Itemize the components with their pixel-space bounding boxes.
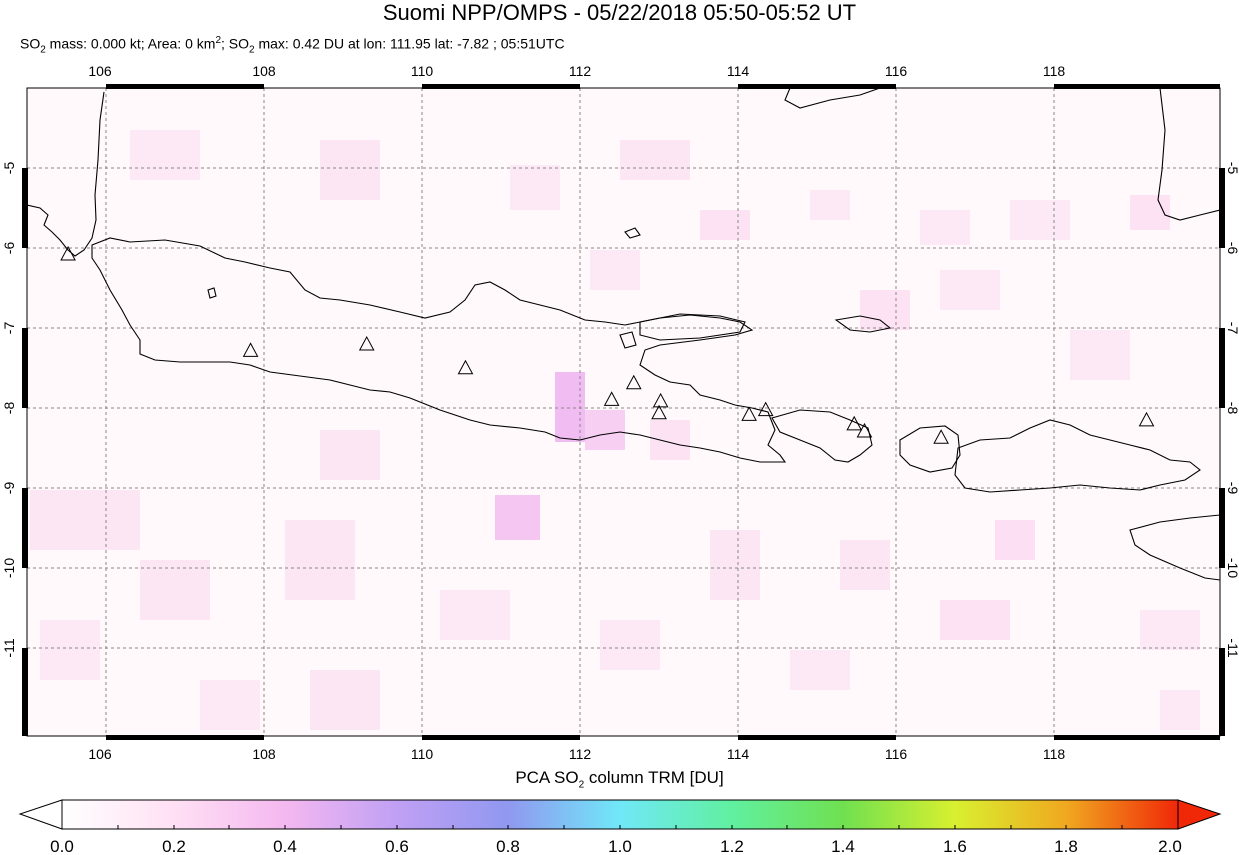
colorbar-label: 0.8 <box>496 837 520 855</box>
lon-tick-top: 116 <box>885 63 908 79</box>
lon-labels-top: 106 108 110 112 114 116 118 <box>88 63 1065 79</box>
sumbawa-coast <box>954 419 1201 493</box>
sulawesi-coast <box>1157 88 1220 221</box>
volcano-triangle-icon <box>60 245 76 261</box>
lat-tick-right: -11 <box>1225 638 1239 657</box>
lon-tick-top: 118 <box>1043 63 1066 79</box>
lon-tick-bottom: 110 <box>411 746 434 762</box>
kalimantan-coast <box>784 88 881 109</box>
volcano-triangle-icon <box>846 415 863 431</box>
colorbar-label: 0.6 <box>385 837 409 855</box>
colorbar-scale <box>61 799 1179 830</box>
lon-tick-top: 110 <box>411 63 434 79</box>
volcano-triangle-icon <box>603 391 620 406</box>
volcano-triangle-icon <box>741 406 757 421</box>
colorbar-label: 0.0 <box>50 837 74 855</box>
map-panel <box>27 88 1220 736</box>
graticule <box>27 88 1220 736</box>
colorbar-label: 1.6 <box>943 837 967 855</box>
volcano-triangle-icon <box>625 374 642 390</box>
sumba-coast <box>1129 514 1220 581</box>
volcano-triangle-icon <box>652 392 669 408</box>
colorbar-low-arrow <box>18 799 63 830</box>
lon-tick-bottom: 108 <box>252 746 276 762</box>
volcano-triangle-icon <box>757 401 774 417</box>
lon-tick-bottom: 106 <box>88 746 112 762</box>
madura-coast <box>639 313 746 341</box>
bali-coast <box>771 409 873 463</box>
volcano-triangle-icon <box>651 404 667 420</box>
lat-tick-right: -9 <box>1225 482 1239 495</box>
map-frame <box>22 84 1225 740</box>
volcano-triangle-icon <box>933 429 949 444</box>
volcano-markers <box>60 245 1155 444</box>
lon-tick-bottom: 118 <box>1043 746 1066 762</box>
lat-tick-left: -7 <box>1 322 17 335</box>
colorbar-title: PCA SO2 column TRM [DU] <box>515 768 724 791</box>
colorbar: 0.0 0.2 0.4 0.6 0.8 1.0 1.2 1.4 1.6 1.8 … <box>18 799 1222 855</box>
colorbar-label: 0.2 <box>162 837 186 855</box>
so2-pixels <box>30 130 1200 730</box>
lat-tick-left: -5 <box>1 162 17 175</box>
sumatra-coast <box>27 91 105 257</box>
lon-tick-bottom: 112 <box>569 746 592 762</box>
lat-tick-right: -5 <box>1225 162 1239 175</box>
lat-tick-right: -10 <box>1225 558 1239 578</box>
lon-tick-top: 112 <box>569 63 592 79</box>
so2-statistics: SO2 mass: 0.000 kt; Area: 0 km2; SO2 max… <box>20 35 565 56</box>
colorbar-high-arrow <box>1177 799 1222 830</box>
lon-tick-bottom: 116 <box>885 746 908 762</box>
small-island-1 <box>207 287 217 299</box>
lat-tick-left: -9 <box>1 482 17 495</box>
kangean-islands <box>834 315 892 333</box>
page-title: Suomi NPP/OMPS - 05/22/2018 05:50-05:52 … <box>382 0 857 25</box>
volcano-triangle-icon <box>358 335 375 351</box>
colorbar-label: 2.0 <box>1158 837 1182 855</box>
small-island-2 <box>619 331 637 349</box>
colorbar-label: 1.8 <box>1054 837 1078 855</box>
colorbar-labels: 0.0 0.2 0.4 0.6 0.8 1.0 1.2 1.4 1.6 1.8 … <box>50 837 1182 855</box>
lat-tick-right: -8 <box>1225 402 1239 415</box>
volcano-triangle-icon <box>856 422 873 438</box>
lat-tick-left: -11 <box>1 638 17 657</box>
lat-labels-left: -5 -6 -7 -8 -9 -10 -11 <box>1 162 17 658</box>
colorbar-label: 0.4 <box>273 837 297 855</box>
lon-tick-top: 108 <box>252 63 276 79</box>
volcano-triangle-icon <box>457 359 474 375</box>
colorbar-label: 1.2 <box>720 837 744 855</box>
frame-bars <box>22 84 1225 740</box>
java-coast <box>91 237 787 463</box>
lat-tick-left: -10 <box>1 558 17 578</box>
lon-labels-bottom: 106 108 110 112 114 116 118 <box>88 746 1065 762</box>
colorbar-label: 1.0 <box>608 837 632 855</box>
lat-tick-left: -6 <box>1 242 17 255</box>
volcano-triangle-icon <box>242 342 259 357</box>
coastlines <box>27 88 1220 581</box>
lon-tick-bottom: 114 <box>727 746 750 762</box>
colorbar-ticks <box>61 825 1123 829</box>
lat-tick-right: -7 <box>1225 322 1239 335</box>
lat-tick-left: -8 <box>1 402 17 415</box>
karimunjawa-islands <box>624 227 641 239</box>
lon-tick-top: 114 <box>727 63 750 79</box>
lat-labels-right: -5 -6 -7 -8 -9 -10 -11 <box>1225 162 1239 658</box>
colorbar-label: 1.4 <box>831 837 855 855</box>
lat-tick-right: -6 <box>1225 242 1239 255</box>
volcano-triangle-icon <box>1138 411 1155 427</box>
lon-tick-top: 106 <box>88 63 112 79</box>
